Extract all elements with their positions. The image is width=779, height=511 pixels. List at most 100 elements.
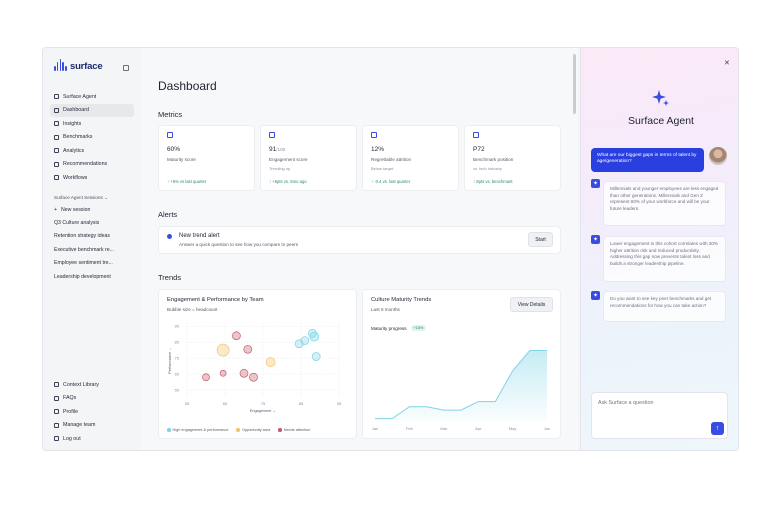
metric-delta: ↑ +5pts vs. 6mo ago (269, 179, 307, 184)
new-session-label: New session (61, 206, 91, 213)
legend-item: Opportunity area (236, 428, 270, 432)
bubble-point (265, 357, 276, 367)
main-content: Dashboard Metrics 60% Maturity score ↑ +… (141, 48, 578, 450)
nav-item-manage-team[interactable]: Manage team (50, 419, 134, 432)
bubble-point (202, 373, 210, 382)
x-tick-label: 75 (261, 401, 266, 406)
legend-swatch (278, 428, 282, 432)
nav-item-label: FAQs (63, 395, 77, 401)
agent-message: Millennials and younger employees are le… (603, 181, 726, 226)
ask-box: ↑ (591, 392, 728, 439)
metric-sub: Trending up (269, 166, 291, 171)
nav-item-label: Analytics (63, 147, 85, 154)
x-tick-label: Jan (372, 426, 378, 431)
x-tick-label: Jun (544, 426, 550, 431)
metric-sub: Below target (371, 166, 394, 171)
collapse-sidebar-icon[interactable] (123, 65, 129, 71)
y-tick-label: 55 (175, 388, 180, 393)
nav-item-log-out[interactable]: Log out (50, 432, 134, 445)
area-chart: Jan Feb Mar Apr May Jun (372, 350, 550, 431)
ask-input[interactable] (598, 400, 708, 406)
bubble-chart: 55 65 75 85 95 55 65 75 85 95 Engagement → Performa… (168, 323, 342, 413)
chevron-down-icon: ⌄ (104, 195, 108, 200)
session-item[interactable]: Leadership development (54, 273, 111, 280)
bubble-point (308, 329, 317, 338)
y-tick-label: 95 (175, 324, 180, 329)
nav-item-faqs[interactable]: FAQs (50, 392, 134, 405)
chart-title: Culture Maturity Trends (371, 297, 432, 303)
metric-value: 60% (167, 146, 181, 153)
nav-item-label: Surface Agent (63, 93, 97, 100)
nav-item-label: Profile (63, 408, 79, 415)
logo[interactable]: surface (54, 59, 103, 73)
arrow-up-icon: ↑ (715, 425, 720, 432)
legend-item: High engagement & performance (167, 428, 228, 432)
chart-icon (167, 132, 173, 138)
nav-item-benchmarks[interactable]: Benchmarks (50, 131, 134, 144)
sidebar: surface Surface Agent Dashboard Insights… (43, 48, 141, 450)
chart-subtitle: Last 6 months (371, 307, 400, 312)
workflow-icon (54, 175, 59, 180)
nav-item-context-library[interactable]: Context Library (50, 378, 134, 391)
legend-item: Needs attention (278, 428, 310, 432)
nav-item-workflows[interactable]: Workflows (50, 171, 134, 184)
bubble-point (219, 369, 227, 377)
x-tick-label: Feb (406, 426, 414, 431)
session-item[interactable]: Q3 Culture analysis (54, 220, 100, 227)
bubble-point (216, 343, 230, 357)
nav-item-analytics[interactable]: Analytics (50, 144, 134, 157)
avatar (709, 147, 727, 165)
alert-card: New trend alert Answer a quick question … (158, 226, 561, 254)
new-session-button[interactable]: + New session (50, 203, 136, 216)
sparkle-icon (54, 94, 59, 99)
bubble-point (232, 331, 241, 341)
logo-mark-icon (54, 59, 67, 73)
app-window: surface Surface Agent Dashboard Insights… (42, 47, 739, 451)
metric-value: 91/100 (269, 146, 286, 153)
metric-card-attrition[interactable]: 12% Regrettable attrition Below target ↑… (362, 125, 459, 191)
scrollbar[interactable] (573, 54, 576, 114)
nav-item-label: Recommendations (63, 161, 108, 167)
x-tick-label: Mar (440, 426, 448, 431)
nav-item-recommendations[interactable]: Recommendations (50, 158, 134, 171)
metric-card-benchmark[interactable]: P72 Benchmark position vs. tech industry… (464, 125, 561, 191)
agent-message: Do you want to see key peer benchmarks a… (603, 291, 726, 322)
sparkle-icon (652, 90, 669, 106)
view-details-button[interactable]: View Details (510, 297, 553, 312)
legend-swatch (236, 428, 240, 432)
bubble-point (243, 344, 253, 354)
logo-text: surface (70, 61, 103, 72)
chart-title: Engagement & Performance by Team (167, 297, 264, 303)
analytics-icon (54, 148, 59, 153)
metric-label: Maturity score (167, 157, 196, 162)
metric-label: Engagement score (269, 157, 308, 162)
nav-item-label: Context Library (63, 381, 99, 388)
session-item[interactable]: Retention strategy ideas (54, 233, 110, 240)
bottom-nav: Context Library FAQs Profile Manage team… (50, 378, 134, 446)
metric-sub: vs. tech industry (473, 166, 502, 171)
metric-card-maturity[interactable]: 60% Maturity score ↑ +5% vs last quarter (158, 125, 255, 191)
x-tick-label: 55 (185, 401, 190, 406)
x-axis-label: Engagement → (250, 409, 277, 413)
chart-legend: High engagement & performance Opportunit… (167, 428, 310, 432)
metric-delta: ↑ +5% vs last quarter (167, 179, 207, 184)
metric-card-engagement[interactable]: 91/100 Engagement score Trending up ↑ +5… (260, 125, 357, 191)
nav-item-profile[interactable]: Profile (50, 405, 134, 418)
session-item[interactable]: Executive benchmark re... (54, 246, 114, 253)
send-button[interactable]: ↑ (711, 422, 724, 435)
page-title: Dashboard (158, 79, 217, 93)
sessions-header[interactable]: Surface Agent Sessions ⌄ (54, 195, 108, 201)
user-message: What are our biggest gaps in terms of ta… (591, 148, 704, 172)
start-button[interactable]: Start (528, 232, 553, 247)
bar-chart-icon (54, 134, 59, 140)
nav-item-insights[interactable]: Insights (50, 117, 134, 130)
chart-subtitle: Bubble size = headcount (167, 307, 218, 312)
dashboard-icon (54, 107, 59, 113)
x-tick-label: 65 (223, 401, 228, 406)
session-item[interactable]: Employee sentiment tre... (54, 260, 113, 267)
close-icon[interactable]: ✕ (724, 60, 730, 67)
progress-label: Maturity progress (371, 325, 407, 331)
nav-item-surface-agent[interactable]: Surface Agent (50, 90, 134, 103)
nav-item-dashboard[interactable]: Dashboard (50, 103, 134, 117)
alert-description: Answer a quick question to see how you c… (179, 242, 298, 247)
